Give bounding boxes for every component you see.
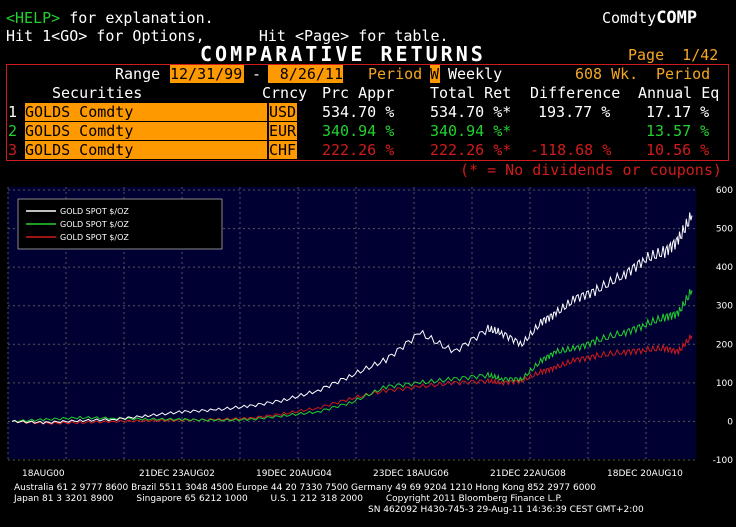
row-security[interactable]: GOLDS Comdty <box>25 141 267 159</box>
row-number: 3 <box>8 141 18 159</box>
legend-label: GOLD SPOT $/OZ <box>60 207 129 216</box>
brand: ComdtyCOMP <box>602 9 697 27</box>
col-prc-appr: Prc Appr <box>322 84 395 102</box>
col-annual-eq: Annual Eq <box>638 84 720 102</box>
returns-table-frame <box>6 64 729 161</box>
row-annual-eq: 10.56 % <box>646 141 710 159</box>
footer-session-line: SN 462092 H430-745-3 29-Aug-11 14:36:39 … <box>368 505 644 515</box>
row-total-ret: 340.94 %* <box>430 122 512 140</box>
period-label: Period <box>368 65 423 83</box>
footer-contacts-line1: Australia 61 2 9777 8600 Brazil 5511 304… <box>14 483 596 493</box>
brand-name: COMP <box>656 8 698 28</box>
y-tick-label: 300 <box>716 302 733 312</box>
x-axis: 18AUG00 21DEC 23AUG02 19DEC 20AUG04 23DEC 1… <box>22 469 683 479</box>
y-tick-label: 100 <box>716 379 733 389</box>
row-security[interactable]: GOLDS Comdty <box>25 103 267 121</box>
brand-prefix: Comdty <box>602 9 657 27</box>
y-tick-label: 200 <box>716 340 733 350</box>
range-dash: - <box>252 65 262 83</box>
page-title: COMPARATIVE RETURNS <box>200 42 486 66</box>
range-end-field[interactable]: 8/26/11 <box>268 65 343 83</box>
series-lines <box>11 212 693 425</box>
footer-contacts-line2: Japan 81 3 3201 8900 Singapore 65 6212 1… <box>14 494 563 504</box>
options-line: Hit 1<GO> for Options, Hit <Page> for ta… <box>6 27 449 45</box>
col-securities: Securities <box>52 84 143 102</box>
range-start-field[interactable]: 12/31/99 <box>170 65 244 83</box>
row-difference: 193.77 % <box>538 103 611 121</box>
y-axis: 600 500 400 300 200 100 0 -100 <box>713 186 734 466</box>
y-tick-label: 600 <box>716 186 733 196</box>
y-tick-label: -100 <box>713 456 734 466</box>
x-tick-label: 18DEC 20AUG10 <box>607 469 683 479</box>
help-key[interactable]: <HELP> <box>6 9 61 27</box>
row-total-ret: 534.70 %* <box>430 103 512 121</box>
series-line <box>11 334 693 425</box>
range-label: Range <box>115 65 161 83</box>
help-text: for explanation. <box>60 9 214 27</box>
row-security[interactable]: GOLDS Comdty <box>25 122 267 140</box>
legend-label: GOLD SPOT $/OZ <box>60 220 129 229</box>
page-indicator[interactable]: Page 1/42 <box>628 46 719 64</box>
row-currency[interactable]: CHF <box>269 141 297 159</box>
period-label-right: Period <box>656 65 711 83</box>
col-crncy: Crncy <box>262 84 308 102</box>
row-prc-appr: 340.94 % <box>322 122 395 140</box>
grid <box>7 187 696 461</box>
period-name: Weekly <box>448 65 503 83</box>
returns-chart[interactable]: 600 500 400 300 200 100 0 -100 18AUG00 21DEC 23A… <box>0 182 736 482</box>
row-difference: -118.68 % <box>530 141 612 159</box>
footnote: (* = No dividends or coupons) <box>460 161 722 179</box>
row-annual-eq: 17.17 % <box>646 103 710 121</box>
period-code-field[interactable]: W <box>430 65 440 83</box>
legend: GOLD SPOT $/OZ GOLD SPOT $/OZ GOLD SPOT $/… <box>26 207 129 242</box>
row-total-ret: 222.26 %* <box>430 141 512 159</box>
weeks-count: 608 Wk. <box>575 65 639 83</box>
series-line <box>11 289 693 423</box>
legend-label: GOLD SPOT $/OZ <box>60 233 129 242</box>
x-tick-label: 18AUG00 <box>22 469 65 479</box>
x-tick-label: 19DEC 20AUG04 <box>256 469 332 479</box>
x-tick-label: 21DEC 22AUG08 <box>490 469 566 479</box>
help-line: <HELP> for explanation. <box>6 9 214 27</box>
y-tick-label: 400 <box>716 263 733 273</box>
row-number: 1 <box>8 103 18 121</box>
y-tick-label: 500 <box>716 225 733 235</box>
col-total-ret: Total Ret <box>430 84 512 102</box>
col-difference: Difference <box>530 84 621 102</box>
series-line <box>11 212 693 425</box>
row-prc-appr: 222.26 % <box>322 141 395 159</box>
x-tick-label: 21DEC 23AUG02 <box>139 469 215 479</box>
row-currency[interactable]: USD <box>269 103 297 121</box>
row-currency[interactable]: EUR <box>269 122 297 140</box>
row-prc-appr: 534.70 % <box>322 103 395 121</box>
row-annual-eq: 13.57 % <box>646 122 710 140</box>
y-tick-label: 0 <box>727 417 733 427</box>
row-number: 2 <box>8 122 18 140</box>
x-tick-label: 23DEC 18AUG06 <box>373 469 449 479</box>
